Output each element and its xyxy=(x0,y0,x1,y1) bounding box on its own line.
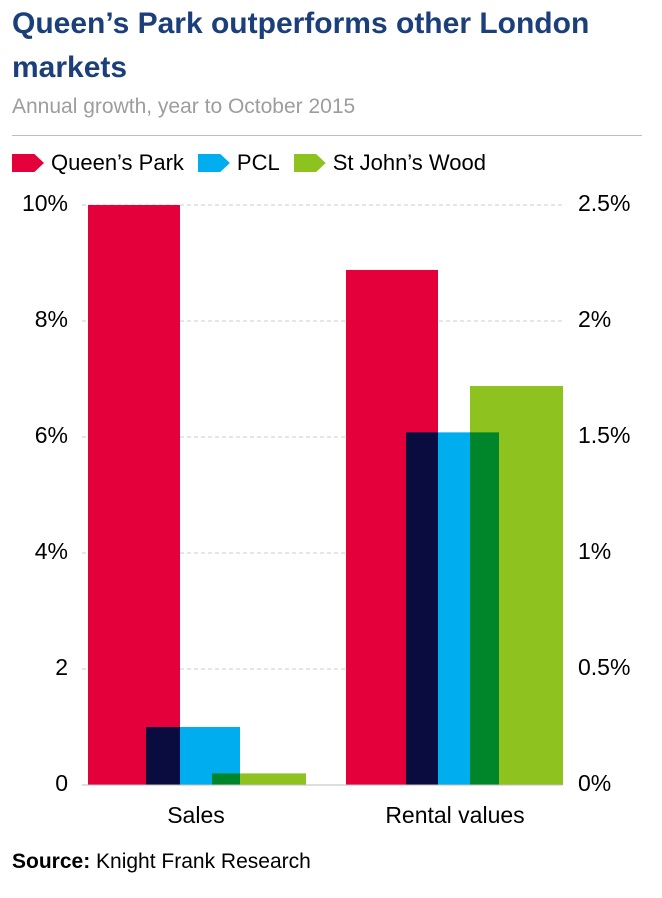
legend-label-queens-park: Queen’s Park xyxy=(51,150,184,175)
legend-swatch-queens-park xyxy=(12,154,44,172)
y-left-tick-label: 6% xyxy=(35,422,68,448)
y-right-tick-label: 2.5% xyxy=(578,190,630,216)
y-right-tick-label: 0.5% xyxy=(578,654,630,680)
legend-swatch-pcl xyxy=(197,154,230,172)
bar-chart: 0 2 4% 6% 8% 10% 0% 0.5% 1% 1.5% 2% 2.5% Sales Rental… xyxy=(22,190,630,828)
bar-overlap-queens-park-pcl xyxy=(146,727,180,785)
y-left-tick-label: 2 xyxy=(55,654,68,680)
y-left-tick-label: 10% xyxy=(22,190,68,216)
bar-overlap-queens-park-pcl xyxy=(406,432,438,785)
y-right-tick-label: 0% xyxy=(578,770,611,796)
y-right-tick-label: 1% xyxy=(578,538,611,564)
y-right-tick-label: 1.5% xyxy=(578,422,630,448)
legend-item-pcl: PCL xyxy=(197,150,280,176)
bar-queens-park xyxy=(88,205,180,785)
x-category-label-rental-values: Rental values xyxy=(385,802,524,828)
bar-overlap-pcl-st-johns-wood xyxy=(212,773,240,785)
y-right-tick-label: 2% xyxy=(578,306,611,332)
x-category-label-sales: Sales xyxy=(167,802,225,828)
title-divider xyxy=(12,135,642,136)
legend-swatch-st-johns-wood xyxy=(293,154,326,172)
legend-item-st-johns-wood: St John’s Wood xyxy=(293,150,486,176)
y-left-tick-label: 4% xyxy=(35,538,68,564)
y-left-tick-label: 8% xyxy=(35,306,68,332)
legend-label-pcl: PCL xyxy=(236,150,280,175)
legend-item-queens-park: Queen’s Park xyxy=(12,150,184,176)
source-text: Knight Frank Research xyxy=(96,850,311,873)
source-note: Source: Knight Frank Research xyxy=(12,850,311,874)
bar-overlap-pcl-st-johns-wood xyxy=(470,432,499,785)
source-label: Source: xyxy=(12,850,91,873)
bar-st-johns-wood xyxy=(212,773,306,785)
chart-subtitle: Annual growth, year to October 2015 xyxy=(12,95,356,118)
y-left-tick-label: 0 xyxy=(55,770,68,796)
chart-title: Queen’s Park outperforms other London ma… xyxy=(12,7,590,84)
legend-label-st-johns-wood: St John’s Wood xyxy=(332,150,486,175)
chart-legend: Queen’s Park PCL St John’s Wood xyxy=(12,150,500,176)
